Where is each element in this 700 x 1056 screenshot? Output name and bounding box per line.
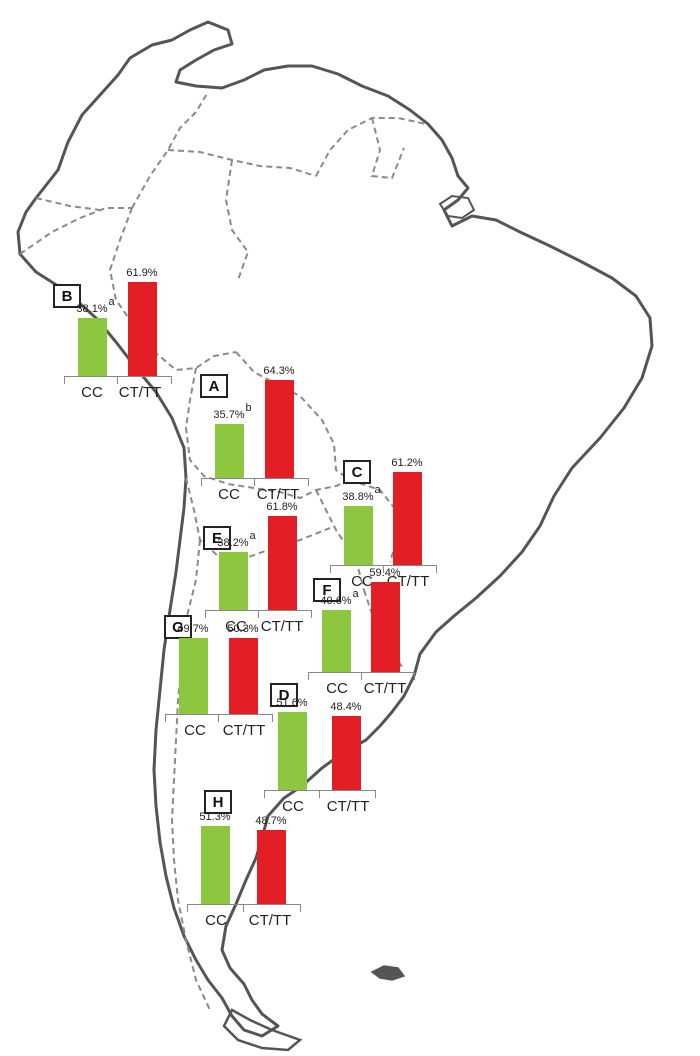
region-label-d: D	[270, 683, 298, 707]
value-label-d-ct-tt: 48.4%	[330, 701, 362, 714]
category-label-f-cc: CC	[326, 680, 348, 697]
tick-b-2	[170, 376, 172, 384]
category-label-g-ct-tt: CT/TT	[222, 722, 266, 739]
tick-c-0	[329, 565, 331, 573]
bar-f-cc	[321, 610, 351, 672]
value-label-e-cc: 38.2%	[217, 536, 249, 549]
value-label-c-cc: 38.8%	[342, 491, 374, 504]
bar-e-cc	[218, 551, 248, 610]
significance-label-b: a	[108, 296, 115, 309]
category-label-b-ct-tt: CT/TT	[118, 384, 162, 401]
value-label-f-ct-tt: 59.4%	[369, 566, 401, 579]
tick-g-2	[271, 714, 273, 722]
value-label-b-ct-tt: 61.9%	[126, 266, 158, 279]
category-label-e-cc: CC	[225, 618, 247, 635]
category-label-f-ct-tt: CT/TT	[363, 680, 407, 697]
category-label-h-ct-tt: CT/TT	[248, 912, 292, 929]
tick-h-2	[299, 904, 301, 912]
category-label-c-cc: CC	[351, 573, 373, 590]
region-label-f: F	[313, 578, 341, 602]
bar-a-ct-tt	[264, 380, 294, 478]
tick-h-0	[186, 904, 188, 912]
value-label-e-ct-tt: 61.8%	[266, 501, 298, 514]
significance-label-e: a	[249, 529, 256, 542]
region-label-b: B	[53, 284, 81, 308]
tick-g-0	[164, 714, 166, 722]
value-label-a-cc: 35.7%	[213, 408, 245, 421]
tick-e-2	[310, 610, 312, 618]
category-label-d-cc: CC	[282, 798, 304, 815]
value-label-d-cc: 51.6%	[276, 696, 308, 709]
tick-e-1	[257, 610, 259, 618]
tick-g-1	[218, 714, 219, 722]
tick-f-1	[360, 672, 362, 680]
category-label-b-cc: CC	[81, 384, 103, 401]
tick-b-0	[63, 376, 65, 384]
value-label-g-ct-tt: 50.3%	[227, 622, 259, 635]
value-label-a-ct-tt: 64.3%	[263, 365, 295, 378]
bar-c-cc	[343, 506, 373, 565]
category-label-e-ct-tt: CT/TT	[260, 618, 304, 635]
tick-a-0	[200, 478, 202, 486]
bar-h-cc	[200, 826, 230, 904]
value-label-f-cc: 40.6%	[320, 595, 352, 608]
category-label-a-cc: CC	[218, 486, 240, 503]
tick-d-1	[319, 790, 320, 798]
bar-e-ct-tt	[267, 516, 297, 610]
region-label-g: G	[164, 615, 192, 639]
tick-f-2	[413, 672, 415, 680]
region-label-h: H	[204, 790, 232, 814]
tick-c-2	[435, 565, 437, 573]
amazon-delta	[438, 194, 476, 220]
bar-d-cc	[277, 711, 307, 790]
significance-label-f: a	[352, 588, 359, 601]
tick-h-1	[243, 904, 244, 912]
bar-c-ct-tt	[392, 471, 422, 565]
tick-c-1	[382, 565, 384, 573]
bar-b-cc	[77, 318, 107, 376]
category-label-h-cc: CC	[205, 912, 227, 929]
bar-g-cc	[178, 638, 208, 714]
bar-b-ct-tt	[127, 281, 157, 376]
bar-f-ct-tt	[370, 581, 400, 672]
tick-d-0	[263, 790, 265, 798]
tick-f-0	[307, 672, 309, 680]
value-label-b-cc: 38.1%	[76, 303, 108, 316]
bar-g-ct-tt	[228, 637, 258, 714]
significance-label-a: b	[245, 401, 252, 414]
value-label-c-ct-tt: 61.2%	[391, 456, 423, 469]
region-label-c: C	[343, 460, 371, 484]
significance-label-c: a	[374, 484, 381, 497]
tick-b-1	[117, 376, 118, 384]
falkland-islands	[370, 965, 406, 981]
tick-a-2	[307, 478, 309, 486]
region-label-e: E	[203, 526, 231, 550]
value-label-h-ct-tt: 48.7%	[255, 814, 287, 827]
bar-d-ct-tt	[331, 716, 361, 790]
tierra-del-fuego	[222, 1008, 303, 1052]
bar-a-cc	[214, 423, 244, 478]
category-label-d-ct-tt: CT/TT	[326, 798, 370, 815]
category-label-a-ct-tt: CT/TT	[256, 486, 300, 503]
tick-d-2	[374, 790, 376, 798]
value-label-g-cc: 49.7%	[177, 623, 209, 636]
bar-h-ct-tt	[256, 829, 286, 904]
value-label-h-cc: 51.3%	[199, 811, 231, 824]
category-label-g-cc: CC	[184, 722, 206, 739]
tick-a-1	[254, 478, 255, 486]
continent-coastline	[16, 20, 654, 1038]
tick-e-0	[204, 610, 206, 618]
region-label-a: A	[200, 374, 228, 398]
